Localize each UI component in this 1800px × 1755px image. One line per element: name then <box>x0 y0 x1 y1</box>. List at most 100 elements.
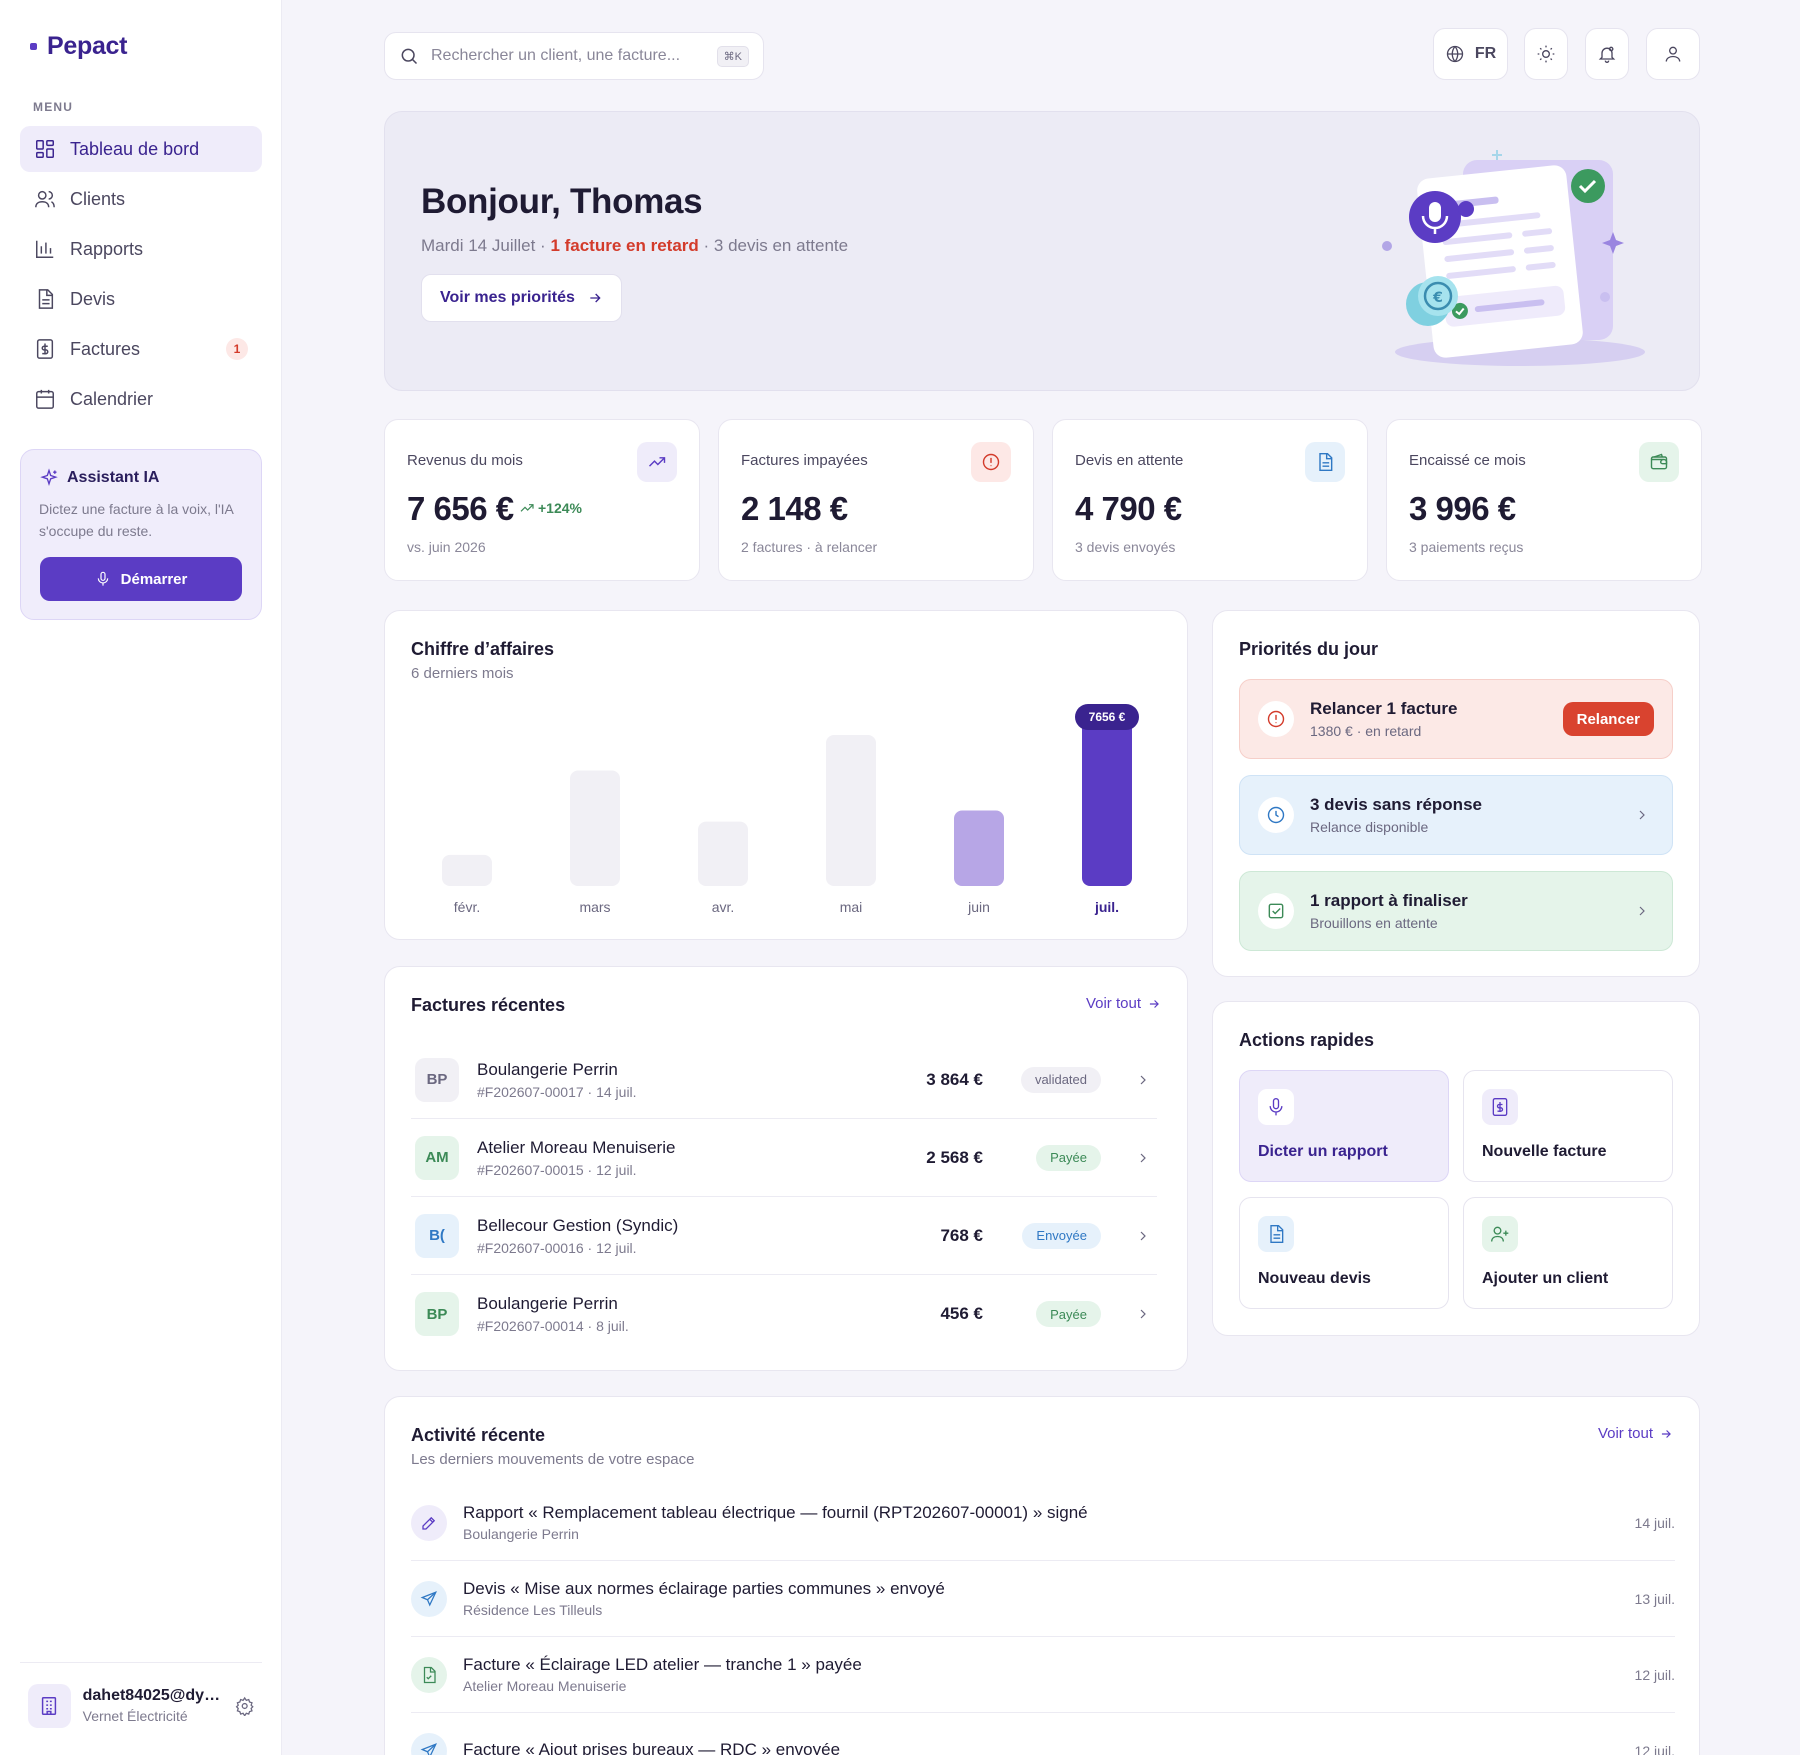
priorities-button[interactable]: Voir mes priorités <box>421 274 622 322</box>
sidebar-item-calendar[interactable]: Calendrier <box>20 376 262 422</box>
send-icon <box>411 1733 447 1755</box>
theme-toggle-button[interactable] <box>1524 28 1568 80</box>
stat-delta: +124% <box>519 500 582 516</box>
app-name: Pepact <box>47 32 128 60</box>
assistant-start-button[interactable]: Démarrer <box>40 557 242 601</box>
invoice-row[interactable]: AM Atelier Moreau Menuiserie #F202607-000… <box>411 1119 1157 1197</box>
priority-subtitle: 1380 € · en retard <box>1310 723 1422 739</box>
stat-card-revenue[interactable]: Revenus du mois 7 656 € +124% vs. juin 2… <box>384 419 700 581</box>
chart-bar-4[interactable] <box>954 810 1004 886</box>
priority-report-to-finish[interactable]: 1 rapport à finaliser Brouillons en atte… <box>1239 871 1673 951</box>
svg-text:€: € <box>1432 290 1443 306</box>
chart-bar-3[interactable] <box>826 735 876 886</box>
priority-subtitle: Relance disponible <box>1310 819 1429 835</box>
building-icon <box>42 1696 57 1715</box>
stat-footnote: 3 devis envoyés <box>1075 539 1176 555</box>
sidebar-item-dashboard[interactable]: Tableau de bord <box>20 126 262 172</box>
chart-x-label-2: avr. <box>712 899 735 915</box>
revenue-chart-panel: Chiffre d’affaires 6 derniers mois févr.… <box>384 610 1188 940</box>
user-company: Vernet Électricité <box>82 1708 188 1724</box>
invoice-amount: 3 864 € <box>926 1069 983 1089</box>
sidebar-nav: Tableau de bord Clients Rapports Devis F… <box>20 126 262 426</box>
remind-button[interactable]: Relancer <box>1562 702 1654 736</box>
status-badge: Payée <box>1036 1144 1101 1171</box>
activity-item[interactable]: Rapport « Remplacement tableau électriqu… <box>411 1485 1675 1561</box>
trend-up-icon <box>637 442 677 482</box>
chevron-right-icon <box>1140 1309 1146 1319</box>
activity-item[interactable]: Facture « Ajout prises bureaux — RDC » e… <box>411 1713 1675 1755</box>
sidebar-item-clients[interactable]: Clients <box>20 176 262 222</box>
invoice-amount: 768 € <box>940 1225 983 1245</box>
search-input[interactable]: Rechercher un client, une facture... <box>431 47 681 64</box>
status-badge: Payée <box>1036 1301 1101 1327</box>
chart-bar-0[interactable] <box>442 854 492 886</box>
document-icon <box>1305 442 1345 482</box>
invoice-paid-icon <box>411 1656 447 1693</box>
invoices-count-badge: 1 <box>226 338 248 360</box>
add-client-button[interactable]: Ajouter un client <box>1463 1197 1673 1309</box>
invoice-amount: 2 568 € <box>926 1147 983 1167</box>
company-avatar <box>28 1683 71 1728</box>
quick-action-label: Nouvelle facture <box>1482 1143 1607 1160</box>
stat-card-unpaid[interactable]: Factures impayées 2 148 € 2 factures · à… <box>718 419 1034 581</box>
users-icon <box>35 190 55 208</box>
sidebar-item-label: Calendrier <box>70 388 154 409</box>
profile-button[interactable] <box>1646 28 1700 80</box>
priority-overdue-invoice[interactable]: Relancer 1 facture 1380 € · en retard Re… <box>1239 679 1673 759</box>
activity-see-all-link[interactable]: Voir tout <box>1598 1425 1673 1442</box>
alert-circle-icon <box>971 442 1011 482</box>
client-name: Boulangerie Perrin <box>477 1059 618 1079</box>
app-logo[interactable]: Pepact <box>30 32 127 61</box>
clock-icon <box>1258 797 1294 833</box>
activity-item[interactable]: Devis « Mise aux normes éclairage partie… <box>411 1561 1675 1637</box>
quick-action-label: Dicter un rapport <box>1258 1143 1388 1160</box>
chart-x-label-1: mars <box>579 899 610 915</box>
late-invoice-link[interactable]: 1 facture en retard <box>550 236 699 255</box>
invoice-row[interactable]: BP Boulangerie Perrin #F202607-00014 · 8 … <box>411 1275 1157 1353</box>
notifications-button[interactable] <box>1585 28 1629 80</box>
sidebar-item-label: Tableau de bord <box>70 138 200 159</box>
stat-value: 3 996 € <box>1409 490 1516 527</box>
bar-chart-icon <box>36 240 54 258</box>
priorities-panel: Priorités du jour Relancer 1 facture 138… <box>1212 610 1700 977</box>
wallet-icon <box>1639 442 1679 482</box>
stat-card-pending-quotes[interactable]: Devis en attente 4 790 € 3 devis envoyés <box>1052 419 1368 581</box>
chart-bar-1[interactable] <box>570 770 620 886</box>
sidebar-item-reports[interactable]: Rapports <box>20 226 262 272</box>
sidebar-item-quotes[interactable]: Devis <box>20 276 262 322</box>
activity-subtext: Atelier Moreau Menuiserie <box>463 1678 627 1694</box>
invoice-row[interactable]: B( Bellecour Gestion (Syndic) #F202607-00… <box>411 1197 1157 1275</box>
language-button[interactable]: FR <box>1433 28 1508 80</box>
search-icon <box>401 48 418 65</box>
new-invoice-button[interactable]: Nouvelle facture <box>1463 1070 1673 1182</box>
invoices-see-all-link[interactable]: Voir tout <box>1086 995 1161 1012</box>
gear-icon[interactable] <box>235 1696 254 1716</box>
user-profile[interactable]: dahet84025@dy… Vernet Électricité <box>20 1662 262 1748</box>
stat-value: 7 656 € <box>407 490 514 527</box>
sidebar-item-invoices[interactable]: Factures 1 <box>20 326 262 372</box>
quick-action-label: Nouveau devis <box>1258 1270 1371 1287</box>
status-badge: validated <box>1020 1066 1101 1093</box>
client-avatar: B( <box>415 1213 459 1258</box>
new-quote-button[interactable]: Nouveau devis <box>1239 1197 1449 1309</box>
invoice-illustration: € <box>1382 150 1645 366</box>
stat-card-collected[interactable]: Encaissé ce mois 3 996 € 3 paiements reç… <box>1386 419 1702 581</box>
activity-item[interactable]: Facture « Éclairage LED atelier — tranch… <box>411 1637 1675 1713</box>
invoice-row[interactable]: BP Boulangerie Perrin #F202607-00017 · 14… <box>411 1041 1157 1119</box>
search-bar[interactable]: Rechercher un client, une facture... ⌘K <box>384 32 764 80</box>
dictate-report-button[interactable]: Dicter un rapport <box>1239 1070 1449 1182</box>
chart-title: Chiffre d’affaires <box>411 639 555 659</box>
chart-bar-5[interactable] <box>1082 716 1132 886</box>
chart-bar-2[interactable] <box>698 821 748 886</box>
sidebar: Pepact MENU Tableau de bord Clients Rapp… <box>0 0 282 1755</box>
microphone-icon <box>97 571 108 586</box>
priorities-title: Priorités du jour <box>1239 639 1379 659</box>
priorities-button-label: Voir mes priorités <box>440 289 575 306</box>
logo-dot-icon <box>30 43 37 50</box>
globe-icon <box>1446 45 1463 63</box>
search-shortcut: ⌘K <box>716 45 749 67</box>
priority-unanswered-quotes[interactable]: 3 devis sans réponse Relance disponible <box>1239 775 1673 855</box>
activity-text: Facture « Ajout prises bureaux — RDC » e… <box>463 1739 841 1755</box>
invoice-meta: #F202607-00016 · 12 juil. <box>477 1239 637 1256</box>
invoice-meta: #F202607-00014 · 8 juil. <box>477 1318 629 1334</box>
